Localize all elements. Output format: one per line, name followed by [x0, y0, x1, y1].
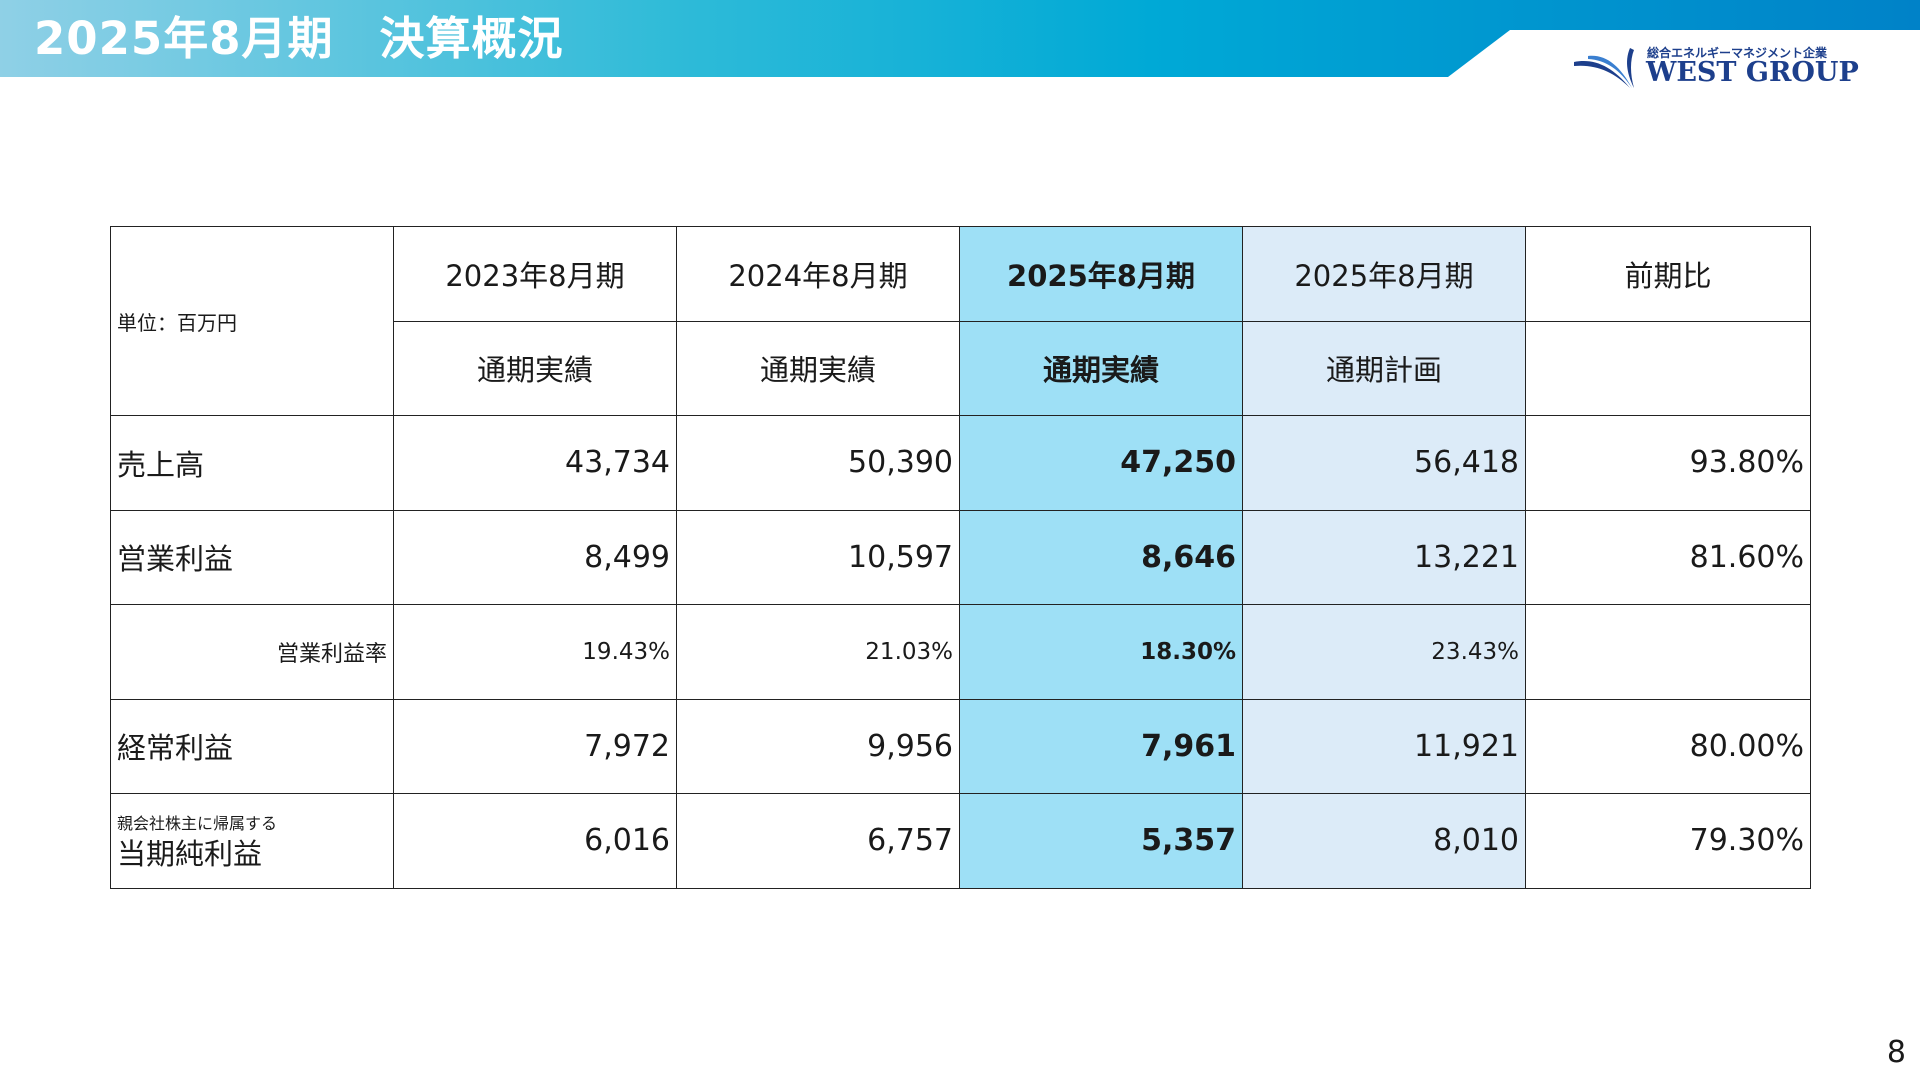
table-cell-plan: 11,921 — [1242, 698, 1526, 794]
table-cell-plan: 56,418 — [1242, 415, 1526, 511]
table-cell-plan: 23.43% — [1242, 604, 1526, 700]
table-row-net-sales: 売上高 43,734 50,390 47,250 56,418 93.80% — [110, 415, 1811, 511]
column-yoy: 前期比 — [1525, 226, 1811, 322]
row-label: 営業利益 — [110, 509, 394, 605]
table-cell-current: 47,250 — [959, 415, 1243, 511]
table-cell-current: 7,961 — [959, 698, 1243, 794]
row-label: 売上高 — [110, 415, 394, 511]
logo-tagline: 総合エネルギーマネジメント企業 — [1647, 46, 1828, 60]
table-cell: 19.43% — [393, 604, 677, 700]
table-cell: 10,597 — [676, 509, 960, 605]
slide-title: 2025年8月期 決算概況 — [34, 12, 564, 65]
table-cell-current: 18.30% — [959, 604, 1243, 700]
table-cell-yoy: 80.00% — [1525, 698, 1811, 794]
table-cell-yoy: 93.80% — [1525, 415, 1811, 511]
column-period: 2024年8月期 — [676, 226, 960, 322]
column-type: 通期実績 — [393, 320, 677, 416]
table-cell: 21.03% — [676, 604, 960, 700]
table-cell-yoy — [1525, 604, 1811, 700]
banner-corner-cutout — [1448, 30, 1920, 77]
column-type: 通期実績 — [676, 320, 960, 416]
column-type-current: 通期実績 — [959, 320, 1243, 416]
table-cell-current: 8,646 — [959, 509, 1243, 605]
table-row-ordinary-income: 経常利益 7,972 9,956 7,961 11,921 80.00% — [110, 698, 1811, 794]
column-period: 2023年8月期 — [393, 226, 677, 322]
header-row-period: 単位：百万円 2023年8月期 2024年8月期 2025年8月期 2025年8… — [110, 226, 1811, 416]
column-period-plan: 2025年8月期 — [1242, 226, 1526, 322]
table-cell-yoy: 79.30% — [1525, 793, 1811, 889]
row-label-two-line: 親会社株主に帰属する 当期純利益 — [110, 793, 394, 889]
table-cell: 6,016 — [393, 793, 677, 889]
row-label-small: 親会社株主に帰属する — [117, 813, 278, 833]
column-type-plan: 通期計画 — [1242, 320, 1526, 416]
row-label: 営業利益率 — [110, 604, 394, 700]
company-logo: 総合エネルギーマネジメント企業 WEST GROUP — [1572, 40, 1872, 96]
header-row-type: 通期実績 通期実績 通期実績 通期計画 — [111, 320, 1811, 416]
table-row-operating-income: 営業利益 8,499 10,597 8,646 13,221 81.60% — [110, 509, 1811, 605]
column-type-empty — [1525, 320, 1811, 416]
row-label: 当期純利益 — [117, 836, 263, 871]
financial-results-table: 単位：百万円 2023年8月期 2024年8月期 2025年8月期 2025年8… — [110, 226, 1811, 889]
page-number: 8 — [1886, 1035, 1906, 1070]
table-cell-yoy: 81.60% — [1525, 509, 1811, 605]
table-row-net-income: 親会社株主に帰属する 当期純利益 6,016 6,757 5,357 8,010… — [110, 793, 1811, 889]
logo-name: WEST GROUP — [1646, 57, 1859, 88]
table-cell: 6,757 — [676, 793, 960, 889]
table-row-operating-margin: 営業利益率 19.43% 21.03% 18.30% 23.43% — [110, 604, 1811, 700]
table-cell: 50,390 — [676, 415, 960, 511]
column-period-current: 2025年8月期 — [959, 226, 1243, 322]
table-cell: 43,734 — [393, 415, 677, 511]
table-cell-plan: 8,010 — [1242, 793, 1526, 889]
table-cell-current: 5,357 — [959, 793, 1243, 889]
logo-swoosh-icon — [1574, 48, 1634, 88]
table-cell: 7,972 — [393, 698, 677, 794]
table-cell: 8,499 — [393, 509, 677, 605]
unit-label: 単位：百万円 — [110, 226, 394, 416]
table-cell: 9,956 — [676, 698, 960, 794]
table-cell-plan: 13,221 — [1242, 509, 1526, 605]
row-label: 経常利益 — [110, 698, 394, 794]
